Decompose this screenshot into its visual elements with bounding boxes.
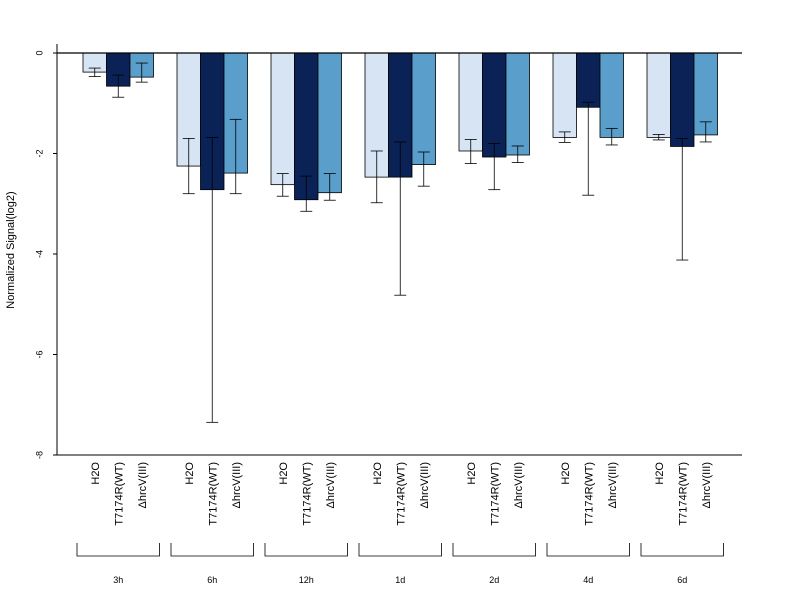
group-bracket <box>264 543 348 557</box>
bar <box>576 52 601 108</box>
category-label: T7174R(WT) <box>677 462 689 526</box>
group-bracket <box>640 543 724 557</box>
bar <box>670 52 695 147</box>
category-label: ΔhrcV(III) <box>231 462 243 508</box>
group-label: 6d <box>677 575 687 585</box>
category-label: T7174R(WT) <box>207 462 219 526</box>
y-tick-label: -8 <box>34 451 44 459</box>
bar <box>411 52 436 165</box>
category-label: ΔhrcV(III) <box>419 462 431 508</box>
category-label: T7174R(WT) <box>301 462 313 526</box>
bar <box>270 52 295 186</box>
y-tick-label: 0 <box>34 50 44 55</box>
category-label: ΔhrcV(III) <box>325 462 337 508</box>
group-label: 12h <box>299 575 314 585</box>
group-label: 2d <box>489 575 499 585</box>
category-label: H2O <box>560 462 572 485</box>
category-label: ΔhrcV(III) <box>137 462 149 508</box>
y-tick-label: -4 <box>34 250 44 258</box>
category-label: H2O <box>184 462 196 485</box>
y-axis-label: Normalized Signal(log2) <box>5 191 17 308</box>
bar <box>505 52 530 156</box>
bar <box>482 52 507 158</box>
category-labels: H2O T7174R(WT) ΔhrcV(III) H2O T7174R(WT) Δhrc… <box>90 462 713 526</box>
group-label: 3h <box>113 575 123 585</box>
category-label: T7174R(WT) <box>113 462 125 526</box>
error-bars <box>88 62 712 423</box>
bar <box>599 52 624 138</box>
category-label: ΔhrcV(III) <box>607 462 619 508</box>
group-label: 4d <box>583 575 593 585</box>
group-brackets: 3h 6h 12h 1d 2d 4d 6d <box>76 543 724 585</box>
bar <box>646 52 671 138</box>
category-label: T7174R(WT) <box>489 462 501 526</box>
category-label: ΔhrcV(III) <box>701 462 713 508</box>
category-label: H2O <box>278 462 290 485</box>
bar <box>552 52 577 138</box>
group-bracket <box>170 543 254 557</box>
y-tick-label: -2 <box>34 149 44 157</box>
group-bracket <box>76 543 160 557</box>
bars <box>82 52 718 201</box>
bar <box>317 52 342 194</box>
group-bracket <box>452 543 536 557</box>
y-tick-label: -6 <box>34 350 44 358</box>
category-label: H2O <box>372 462 384 485</box>
category-label: H2O <box>466 462 478 485</box>
axes: 0 -2 -4 -6 -8 <box>34 44 742 459</box>
group-bracket <box>358 543 442 557</box>
group-label: 1d <box>395 575 405 585</box>
category-label: ΔhrcV(III) <box>513 462 525 508</box>
group-label: 6h <box>207 575 217 585</box>
category-label: T7174R(WT) <box>395 462 407 526</box>
bar <box>458 52 483 152</box>
category-label: H2O <box>654 462 666 485</box>
category-label: T7174R(WT) <box>583 462 595 526</box>
group-bracket <box>546 543 630 557</box>
category-label: H2O <box>90 462 102 485</box>
